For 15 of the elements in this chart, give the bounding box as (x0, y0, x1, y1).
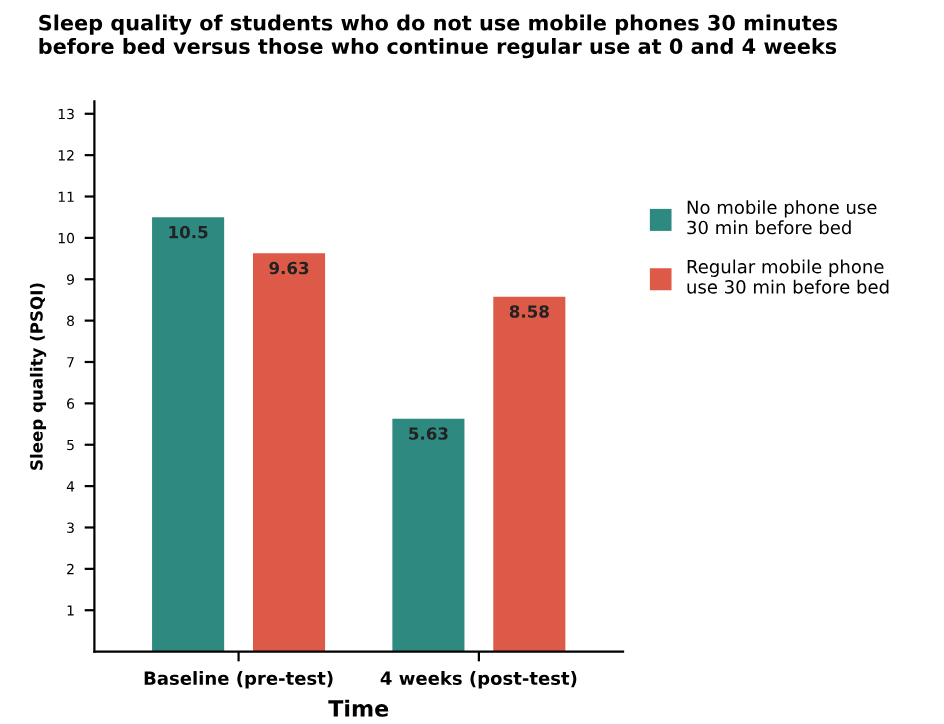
y-axis-title: Sleep quality (PSQI) (29, 283, 47, 470)
data-label: 5.63 (409, 427, 448, 440)
legend-label: Regular mobile phone use 30 min before bed (687, 259, 889, 294)
chart-title: Sleep quality of students who do not use mobile phones 30 minutes before bed versus those who continue regular use at 0 and 4 weeks (39, 14, 838, 59)
bar (252, 253, 326, 652)
data-label: 9.63 (269, 261, 309, 275)
x-tick-label: Baseline (pre-test) (144, 671, 333, 689)
x-axis-title: Time (328, 699, 389, 717)
bar (152, 217, 225, 652)
data-label: 8.58 (509, 305, 549, 318)
x-tick-label: 4 weeks (post-test) (380, 671, 577, 689)
bar (493, 296, 566, 652)
legend-label: No mobile phone use 30 min before bed (687, 200, 877, 235)
bar (392, 418, 465, 652)
data-label: 10.5 (169, 225, 208, 239)
